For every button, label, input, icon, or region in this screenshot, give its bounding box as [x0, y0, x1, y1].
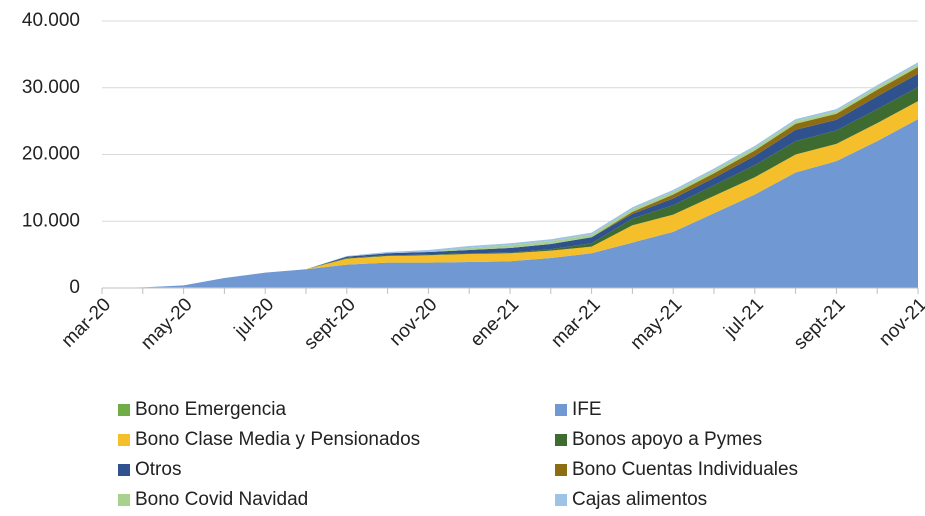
y-tick-label: 10.000	[22, 210, 80, 231]
x-tick-label: may-21	[627, 294, 687, 354]
area	[102, 119, 918, 288]
y-tick-label: 20.000	[22, 144, 80, 165]
x-tick-label: ene-21	[466, 294, 523, 351]
x-tick-label: jul-20	[230, 294, 278, 342]
legend-swatch	[118, 494, 130, 506]
legend-label: Bono Cuentas Individuales	[572, 459, 798, 480]
legend-swatch	[555, 404, 567, 416]
x-tick-label: jul-21	[719, 294, 767, 342]
area	[102, 101, 918, 288]
x-tick-label: nov-21	[875, 294, 925, 350]
x-tick-label: mar-21	[547, 294, 604, 351]
legend-swatch	[555, 464, 567, 476]
legend-label: Bonos apoyo a Pymes	[572, 429, 762, 450]
x-tick-label: sept-21	[790, 294, 850, 354]
legend-swatch	[118, 464, 130, 476]
y-tick-label: 30.000	[22, 77, 80, 98]
legend-label: Bono Clase Media y Pensionados	[135, 429, 420, 450]
x-tick-label: sept-20	[300, 294, 360, 354]
legend-label: Otros	[135, 459, 181, 480]
y-tick-label: 0	[69, 277, 80, 298]
y-tick-label: 40.000	[22, 10, 80, 31]
legend-label: Cajas alimentos	[572, 489, 707, 510]
x-tick-label: nov-20	[386, 294, 442, 350]
legend-label: Bono Covid Navidad	[135, 489, 308, 510]
legend-swatch	[555, 494, 567, 506]
x-tick-label: may-20	[137, 294, 197, 354]
legend-swatch	[118, 404, 130, 416]
legend-label: IFE	[572, 399, 602, 420]
legend-label: Bono Emergencia	[135, 399, 286, 420]
legend-swatch	[555, 434, 567, 446]
legend-swatch	[118, 434, 130, 446]
x-tick-label: mar-20	[58, 294, 115, 351]
